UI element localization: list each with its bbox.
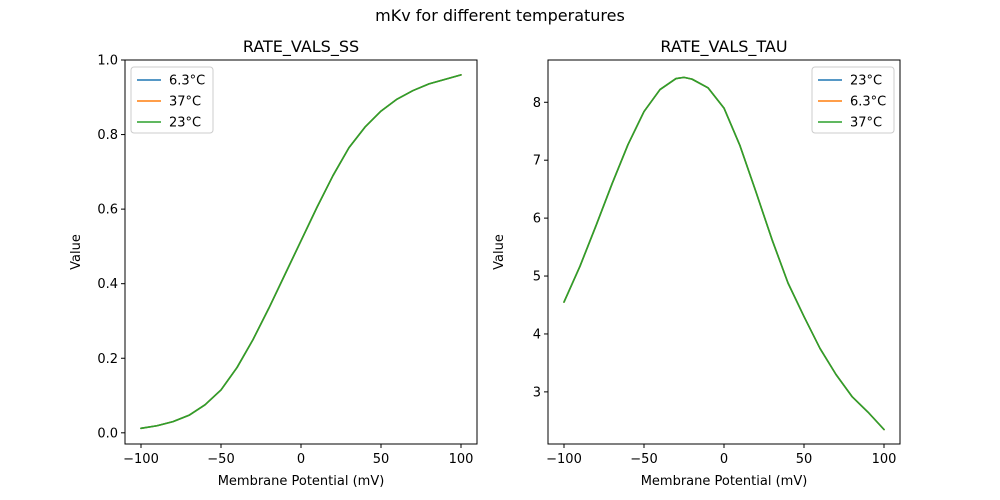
legend: 6.3°C 37°C 23°C [130,66,214,134]
figure-suptitle: mKv for different temperatures [375,6,625,25]
legend-entry-label: 37°C [850,116,882,131]
series-lines [563,76,885,431]
legend-box [130,66,214,134]
x-tick-label: 50 [796,452,813,467]
legend-entry-label: 6.3°C [850,95,886,110]
y-axis-label: Value [69,234,84,270]
y-tick-label: 7 [533,154,541,169]
legend: 23°C 6.3°C 37°C [811,66,895,134]
x-tick-label: −50 [630,452,657,467]
y-tick-label: 1.0 [97,54,118,69]
legend-entry-label: 23°C [850,74,882,89]
chart-panel-2: RATE_VALS_TAU −100 −50 0 50 100 3 4 5 6 7 8 Membrane… [492,37,901,489]
chart-panel-1: RATE_VALS_SS −100 −50 0 50 100 0.0 0.2 0.4 0.6 0.8… [69,37,478,489]
x-tick-label: −50 [207,452,234,467]
x-tick-label: 0 [720,452,728,467]
chart-title: RATE_VALS_SS [243,37,359,57]
y-tick-label: 0.6 [97,203,118,218]
y-tick-label: 0.8 [97,128,118,143]
x-axis-label: Membrane Potential (mV) [218,474,385,489]
x-axis-label: Membrane Potential (mV) [641,474,808,489]
y-tick-label: 4 [533,327,541,342]
y-tick-label: 0.4 [97,277,118,292]
series-line-3 [140,74,462,430]
y-tick-label: 0.2 [97,352,118,367]
y-tick-label: 5 [533,270,541,285]
x-tick-label: 100 [449,452,474,467]
y-tick-label: 8 [533,96,541,111]
y-tick-label: 6 [533,212,541,227]
legend-entry-label: 23°C [169,116,201,131]
y-tick-label: 3 [533,385,541,400]
legend-box [811,66,895,134]
series-lines [140,74,462,430]
x-tick-label: 50 [373,452,390,467]
x-tick-label: −100 [123,452,159,467]
chart-title: RATE_VALS_TAU [660,37,787,57]
x-tick-label: 0 [297,452,305,467]
y-tick-label: 0.0 [97,426,118,441]
series-line-3 [563,76,885,431]
x-tick-label: −100 [546,452,582,467]
legend-entry-label: 37°C [169,95,201,110]
legend-entry-label: 6.3°C [169,74,205,89]
x-tick-label: 100 [872,452,897,467]
y-axis-label: Value [492,234,507,270]
